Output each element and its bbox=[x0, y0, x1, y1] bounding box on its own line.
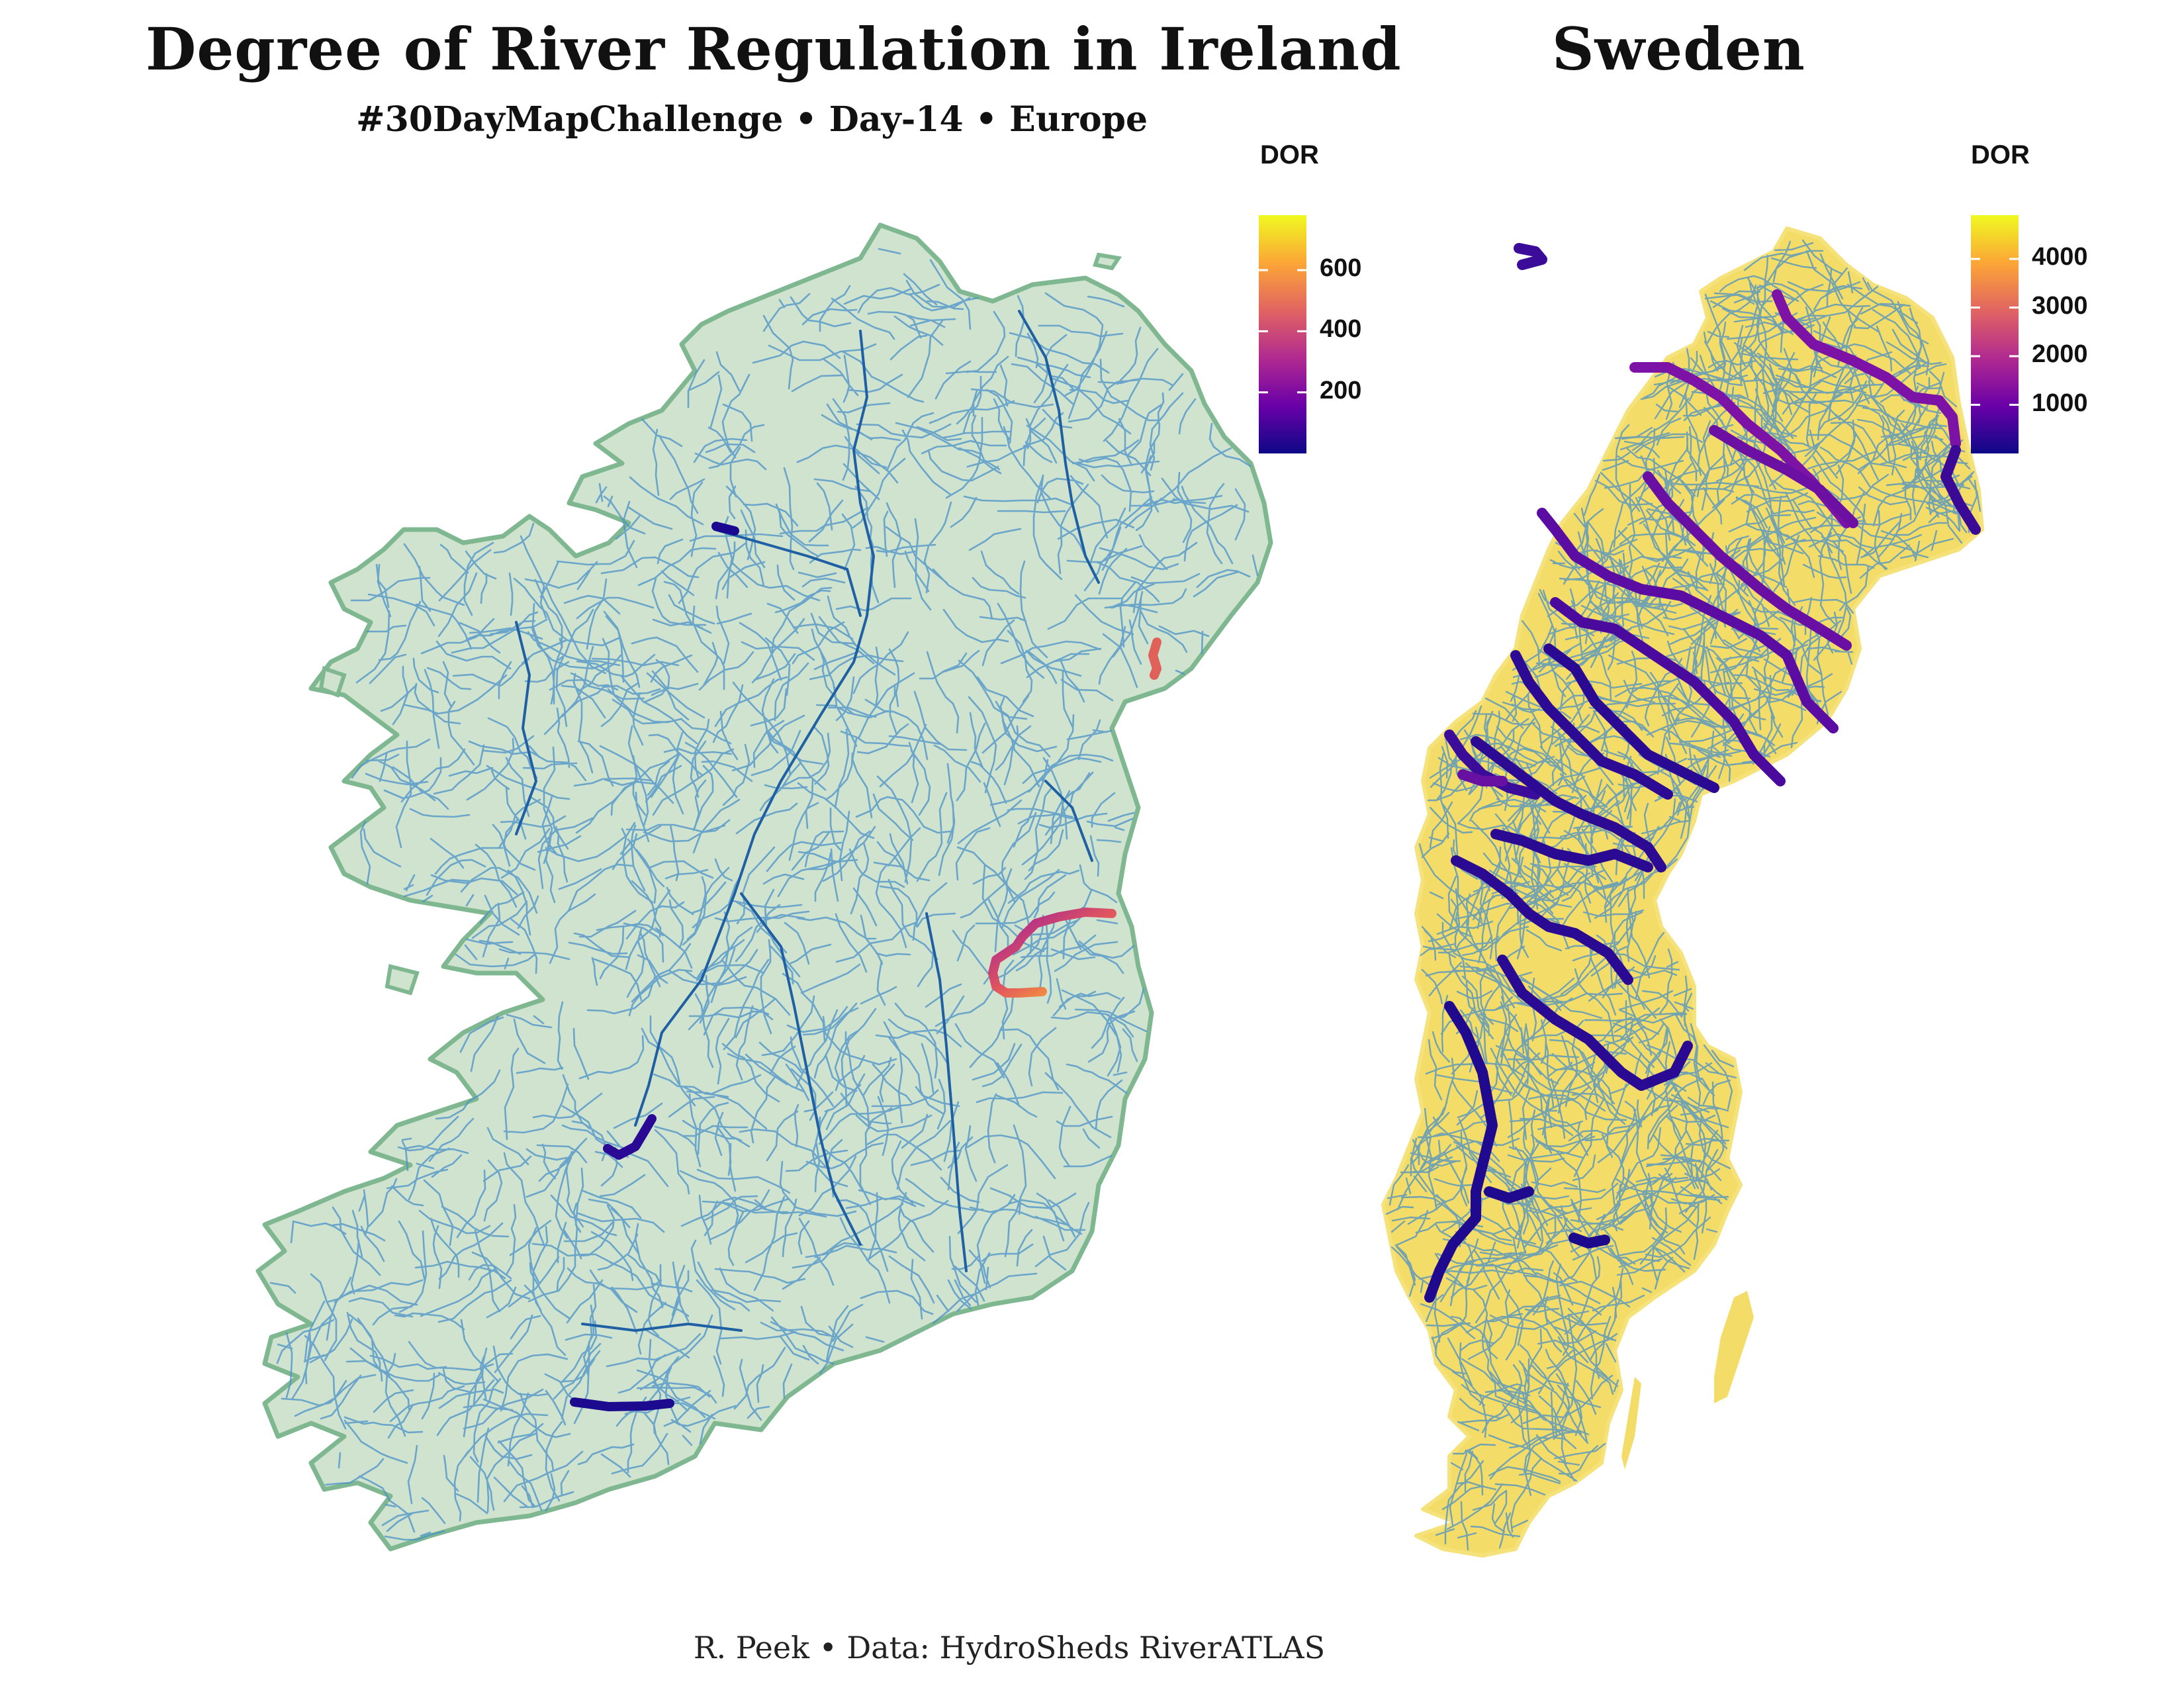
sweden-island-gotland bbox=[1714, 1291, 1754, 1403]
regulated-reach-6 bbox=[1537, 508, 1839, 733]
regulated-reach-4 bbox=[1709, 425, 1858, 528]
regulated-reach-1 bbox=[1772, 289, 1961, 449]
ireland-legend-tick: 200 bbox=[1320, 376, 1362, 404]
regulated-reach-14 bbox=[1451, 855, 1633, 985]
sweden-colorbar-ticks bbox=[1971, 258, 2019, 406]
regulated-reach-12 bbox=[1471, 736, 1666, 872]
sweden-legend-tick: 1000 bbox=[2032, 389, 2088, 417]
regulated-reach-13 bbox=[1490, 829, 1653, 872]
regulated-reach-2 bbox=[1940, 445, 1981, 535]
subtitle: #30DayMapChallenge • Day-14 • Europe bbox=[356, 99, 1148, 140]
sweden-map bbox=[1381, 226, 1984, 1558]
regulated-reach-erne bbox=[711, 522, 739, 536]
title-sweden: Sweden bbox=[1552, 15, 1805, 83]
ireland-legend-tick: 400 bbox=[1320, 315, 1362, 344]
regulated-reach-18 bbox=[1569, 1233, 1610, 1248]
ireland-river-network bbox=[269, 248, 1259, 1541]
sweden-legend-tick: 3000 bbox=[2032, 291, 2088, 320]
regulated-reach-11 bbox=[1457, 769, 1508, 786]
ireland-colorbar bbox=[1259, 215, 1306, 453]
ireland-map bbox=[255, 222, 1273, 1552]
ireland-island bbox=[385, 964, 420, 996]
river-texture bbox=[269, 248, 1259, 1541]
ireland-landmass bbox=[255, 222, 1273, 1552]
regulated-reach-16 bbox=[1424, 1001, 1498, 1303]
regulated-reach-lee bbox=[570, 1397, 674, 1411]
caption: R. Peek • Data: HydroSheds RiverATLAS bbox=[693, 1630, 1326, 1665]
sweden-island-oland bbox=[1621, 1377, 1641, 1470]
regulated-reach-17 bbox=[1484, 1186, 1534, 1203]
sweden-colorbar bbox=[1971, 215, 2019, 453]
regulated-reach-15 bbox=[1497, 955, 1693, 1091]
ireland-legend-tick: 600 bbox=[1320, 254, 1362, 283]
sweden-regulated-rivers bbox=[1424, 243, 1981, 1303]
regulated-reach-north-east bbox=[1148, 637, 1161, 680]
regulated-reach-19 bbox=[1514, 243, 1547, 270]
ireland-island bbox=[1093, 252, 1122, 271]
regulated-reach-9 bbox=[1510, 650, 1673, 800]
regulated-reach-10 bbox=[1444, 729, 1541, 800]
regulated-reach-liffey bbox=[988, 908, 1116, 998]
title-ireland: Degree of River Regulation in Ireland bbox=[146, 15, 1402, 83]
regulated-reach-8 bbox=[1543, 643, 1719, 793]
sweden-legend-tick: 2000 bbox=[2032, 340, 2088, 369]
regulated-reach-7 bbox=[1550, 597, 1786, 786]
regulated-reach-shannon bbox=[603, 1114, 657, 1160]
regulated-reach-5 bbox=[1643, 471, 1852, 651]
ireland-colorbar-ticks bbox=[1259, 269, 1306, 394]
ireland-regulated-rivers bbox=[570, 522, 1161, 1411]
ireland-legend-title: DOR bbox=[1260, 140, 1319, 169]
ireland-main-rivers bbox=[515, 310, 1100, 1333]
sweden-legend-tick: 4000 bbox=[2032, 243, 2088, 271]
ireland-island bbox=[318, 666, 347, 698]
sweden-legend-title: DOR bbox=[1971, 140, 2030, 169]
